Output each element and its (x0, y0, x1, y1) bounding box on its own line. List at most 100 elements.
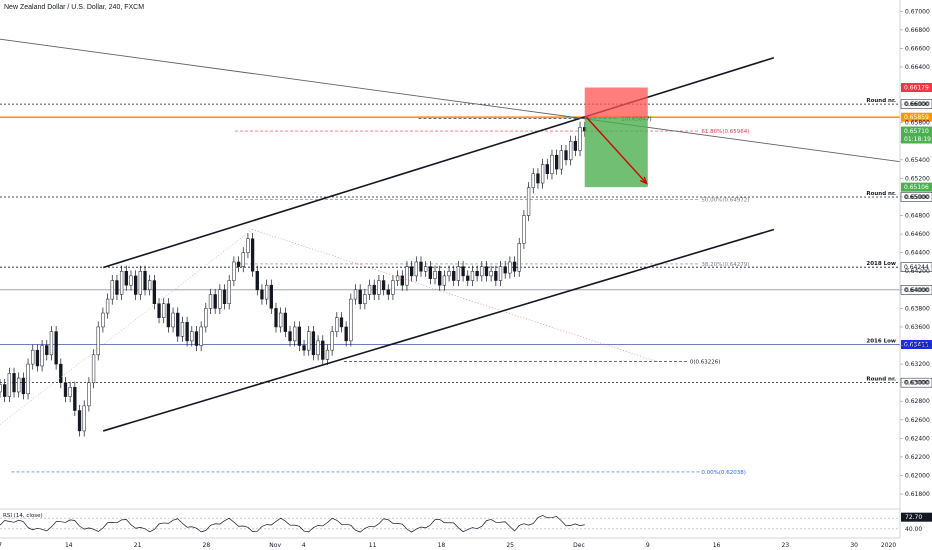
candle-body (82, 405, 86, 432)
candle (101, 307, 105, 333)
candle-body (119, 270, 124, 295)
candle-body (236, 261, 241, 267)
candle-body (335, 317, 339, 332)
candle-body (12, 373, 16, 393)
candle-body (91, 354, 96, 383)
y-tick-label: 0.64800 (905, 213, 930, 220)
candle-body (129, 275, 133, 286)
candle (129, 270, 133, 291)
candle (31, 344, 35, 370)
fib-level-label: 0(0.63226) (690, 360, 721, 366)
candle (409, 261, 414, 282)
candle (124, 265, 128, 291)
candle-body (540, 164, 545, 184)
candle (269, 279, 273, 314)
candle-body (283, 312, 287, 332)
rsi-pane: RSI (14, close) 72.70 40.00 (0, 508, 932, 533)
candle-body (115, 280, 119, 295)
candle (21, 372, 26, 400)
price-tag-text: 01:18:19 (904, 136, 931, 143)
candle (447, 265, 451, 282)
y-tick-label: 0.63000 (905, 380, 930, 387)
candle-body (260, 289, 264, 300)
x-tick-label: 4 (302, 542, 306, 549)
candle-body (386, 289, 390, 295)
candle (503, 261, 507, 279)
candle (349, 293, 353, 347)
channel-line (102, 56, 775, 269)
candle-body (494, 270, 498, 281)
candle-body (358, 289, 362, 304)
candle-body (559, 150, 563, 170)
price-tag (901, 134, 932, 144)
candle (372, 279, 376, 301)
candle (194, 326, 199, 352)
candle-body (31, 349, 35, 365)
candle-body (7, 373, 12, 397)
candle (456, 261, 461, 287)
candle (540, 158, 545, 189)
candle-body (138, 270, 142, 295)
candle (442, 270, 447, 291)
candle-body (110, 280, 114, 300)
candle (531, 168, 535, 194)
candle (3, 378, 7, 403)
candle-body (344, 326, 348, 342)
x-tick-label: 18 (438, 542, 446, 549)
candle (367, 279, 372, 301)
candle (73, 381, 77, 417)
candle-body (316, 340, 320, 356)
candles-layer (0, 121, 587, 437)
level-price-tag-text: 0.63000 (904, 380, 929, 387)
candle-body (456, 266, 461, 281)
candle (330, 326, 334, 356)
y-tick-label: 0.65000 (905, 194, 930, 201)
candle (335, 312, 339, 338)
candle-body (180, 322, 185, 337)
fib-level-label: 61.80%(0.65964) (701, 129, 749, 135)
rsi-label: RSI (14, close) (3, 513, 43, 519)
candle (302, 339, 306, 356)
candle (77, 404, 82, 437)
candle (208, 288, 213, 314)
candle (264, 279, 269, 305)
level-label: Round nr. (866, 191, 896, 197)
candle (204, 302, 208, 333)
candle-body (124, 270, 128, 286)
candle (484, 261, 489, 282)
candle (438, 265, 442, 291)
candle-body (279, 312, 283, 328)
chart-title: New Zealand Dollar / U.S. Dollar, 240, F… (4, 4, 144, 11)
candle (49, 326, 54, 361)
candle-body (194, 331, 199, 346)
candle-body (255, 270, 259, 291)
candle (12, 367, 16, 398)
candle-body (26, 363, 30, 395)
candle (307, 326, 311, 356)
candle-body (512, 261, 517, 272)
candle-body (480, 266, 484, 277)
candle (480, 261, 484, 282)
level-price-tag (900, 262, 932, 272)
rsi-level-text: 40.00 (905, 526, 922, 533)
candle (35, 344, 40, 372)
level-price-tag-text: 0.63411 (904, 342, 929, 349)
y-tick-label: 0.66000 (905, 101, 930, 108)
y-tick-label: 0.66800 (905, 27, 930, 34)
candle (26, 358, 30, 400)
candle-body (162, 303, 166, 318)
candle-body (517, 243, 521, 272)
y-tick-label: 0.64400 (905, 250, 930, 257)
candle-body (40, 345, 44, 367)
y-tick-label: 0.61800 (905, 491, 930, 498)
x-tick-label: Dec (573, 542, 585, 549)
candle-body (59, 363, 63, 383)
candle-body (349, 298, 353, 342)
candle-body (264, 284, 269, 300)
candle-body (157, 303, 161, 318)
candle-body (204, 308, 208, 328)
candle (466, 270, 470, 287)
candle-body (45, 345, 49, 356)
